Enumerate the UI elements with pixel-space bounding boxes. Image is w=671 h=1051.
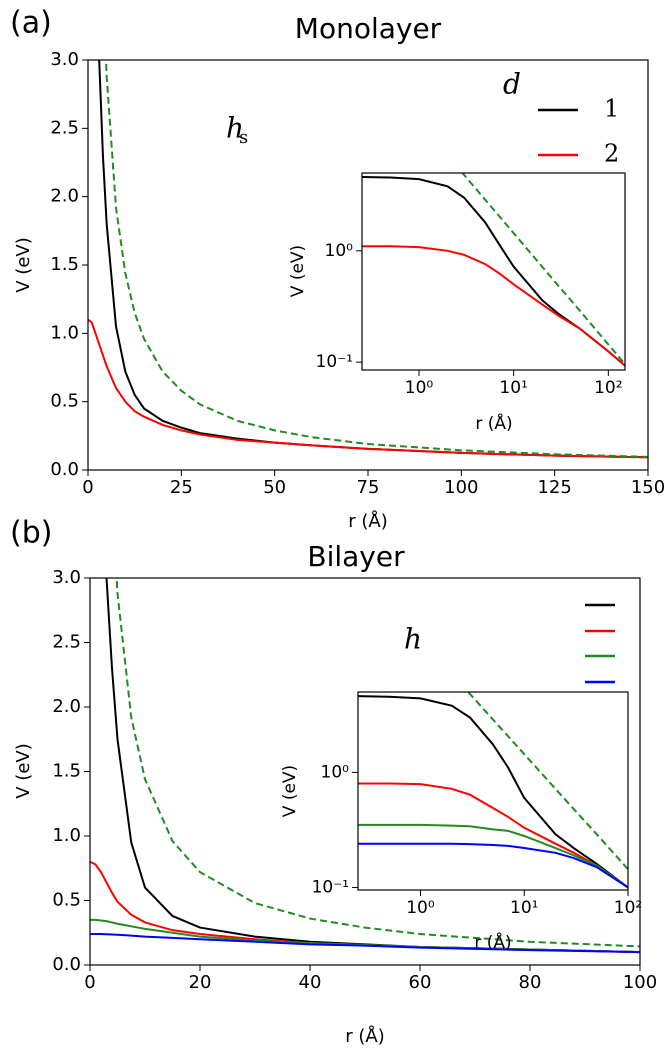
series-line xyxy=(358,842,628,889)
series-group xyxy=(90,578,640,954)
series-line xyxy=(466,692,628,870)
x-tick-label: 10⁰ xyxy=(405,378,434,398)
y-tick-label: 0.5 xyxy=(50,391,79,412)
x-tick-label: 75 xyxy=(357,477,380,498)
y-tick-label: 10⁰ xyxy=(325,241,354,261)
x-tick-label: 40 xyxy=(299,972,322,993)
y-tick-label: 0.0 xyxy=(50,459,79,480)
x-tick-label: 10¹ xyxy=(499,378,527,398)
y-tick-label: 1.5 xyxy=(50,254,79,275)
x-tick-label: 60 xyxy=(409,972,432,993)
y-tick-label: 1.0 xyxy=(50,322,79,343)
x-tick-label: 10² xyxy=(614,898,642,918)
x-tick-label: 80 xyxy=(519,972,542,993)
y-tick-label: 1.5 xyxy=(52,761,81,782)
plot-area xyxy=(362,173,625,370)
x-axis-label: r (Å) xyxy=(348,510,387,532)
annotation: s xyxy=(239,127,248,148)
y-tick-label: 1.0 xyxy=(52,825,81,846)
y-tick-label: 2.0 xyxy=(52,696,81,717)
y-axis-label: V (eV) xyxy=(13,743,34,798)
x-axis-label: r (Å) xyxy=(345,1025,384,1047)
series-line xyxy=(461,173,625,365)
series-line xyxy=(358,823,628,889)
x-tick-label: 0 xyxy=(82,477,93,498)
axes-frame xyxy=(87,59,649,471)
x-tick-label: 150 xyxy=(631,477,665,498)
axes-frame xyxy=(357,691,629,891)
y-tick-label: 10⁻¹ xyxy=(316,352,353,372)
series-line xyxy=(90,933,640,954)
y-tick-label: 0.0 xyxy=(52,954,81,975)
y-axis-label: V (eV) xyxy=(13,237,34,292)
series-group xyxy=(88,60,648,459)
y-axis-label: V (eV) xyxy=(288,245,308,297)
chart-title: Monolayer xyxy=(295,12,442,45)
annotation: h xyxy=(404,623,422,656)
legend-label: 1 xyxy=(604,95,619,123)
x-axis-label: r (Å) xyxy=(475,412,512,434)
x-tick-label: 50 xyxy=(263,477,286,498)
x-axis-label: r (Å) xyxy=(474,931,511,953)
series-line xyxy=(115,578,640,948)
x-tick-label: 100 xyxy=(444,477,478,498)
series-group xyxy=(362,173,625,367)
axes-frame xyxy=(361,172,626,371)
y-tick-label: 0.5 xyxy=(52,890,81,911)
y-axis-label: V (eV) xyxy=(280,765,300,817)
axes-frame xyxy=(89,577,641,966)
chart-title: Bilayer xyxy=(307,540,405,573)
annotation: d xyxy=(503,68,521,101)
panel-label: (a) xyxy=(10,6,52,41)
series-group xyxy=(358,692,628,889)
y-tick-label: 3.0 xyxy=(50,49,79,70)
x-tick-label: 10² xyxy=(594,378,622,398)
y-tick-label: 3.0 xyxy=(52,567,81,588)
legend-label: 2 xyxy=(604,140,619,168)
x-tick-label: 25 xyxy=(170,477,193,498)
series-line xyxy=(358,695,628,889)
y-tick-label: 2.0 xyxy=(50,186,79,207)
x-tick-label: 10¹ xyxy=(510,898,538,918)
series-line xyxy=(362,245,625,367)
y-tick-label: 10⁻¹ xyxy=(312,877,349,897)
x-tick-label: 125 xyxy=(537,477,571,498)
series-line xyxy=(88,318,648,459)
series-line xyxy=(105,60,648,458)
x-tick-label: 0 xyxy=(84,972,95,993)
x-tick-label: 100 xyxy=(623,972,657,993)
y-tick-label: 2.5 xyxy=(52,632,81,653)
x-tick-label: 20 xyxy=(189,972,212,993)
annotation: h xyxy=(226,112,244,145)
x-tick-label: 10⁰ xyxy=(406,898,435,918)
y-tick-label: 2.5 xyxy=(50,117,79,138)
panel-label: (b) xyxy=(10,516,52,551)
y-tick-label: 10⁰ xyxy=(321,762,350,782)
series-line xyxy=(358,782,628,889)
